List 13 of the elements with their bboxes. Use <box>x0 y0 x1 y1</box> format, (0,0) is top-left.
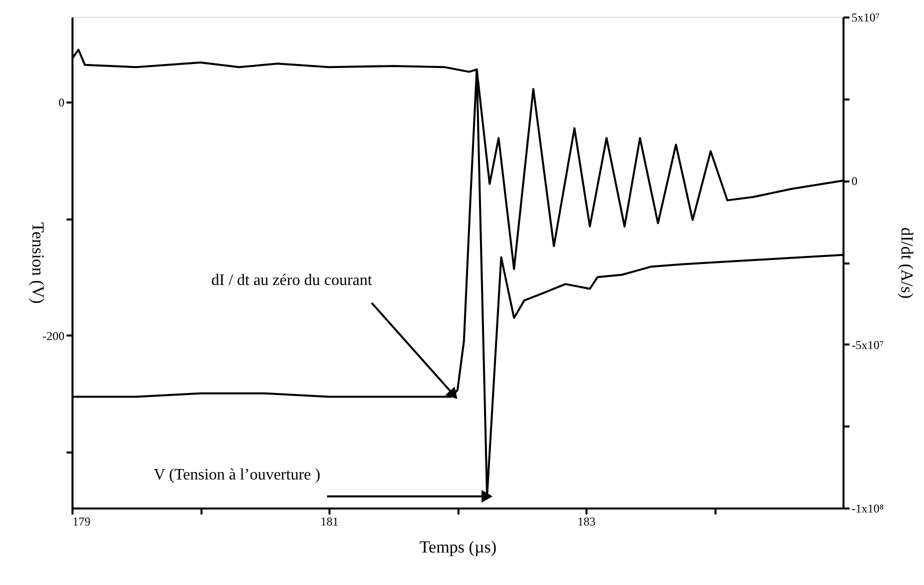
y2-tick-label: 0 <box>852 174 858 188</box>
y2-tick-label: 5x10⁷ <box>852 10 880 24</box>
x-axis-title: Temps (µs) <box>419 538 497 556</box>
x-tick-label: 179 <box>72 514 90 528</box>
x-tick-label: 181 <box>320 514 338 528</box>
x-tick-label: 183 <box>578 514 596 528</box>
y-axis-title: Tension (V) <box>28 222 48 304</box>
y-tick-label: -200 <box>42 328 64 343</box>
y2-tick-label: -5x10⁷ <box>852 338 884 352</box>
annotation: V (Tension à l’ouverture ) <box>154 466 320 484</box>
y2-tick-label: -1x10⁸ <box>852 502 884 516</box>
y2-axis-title: dI/dt (A/s) <box>898 227 917 299</box>
annotation: dI / dt au zéro du courant <box>211 272 373 289</box>
